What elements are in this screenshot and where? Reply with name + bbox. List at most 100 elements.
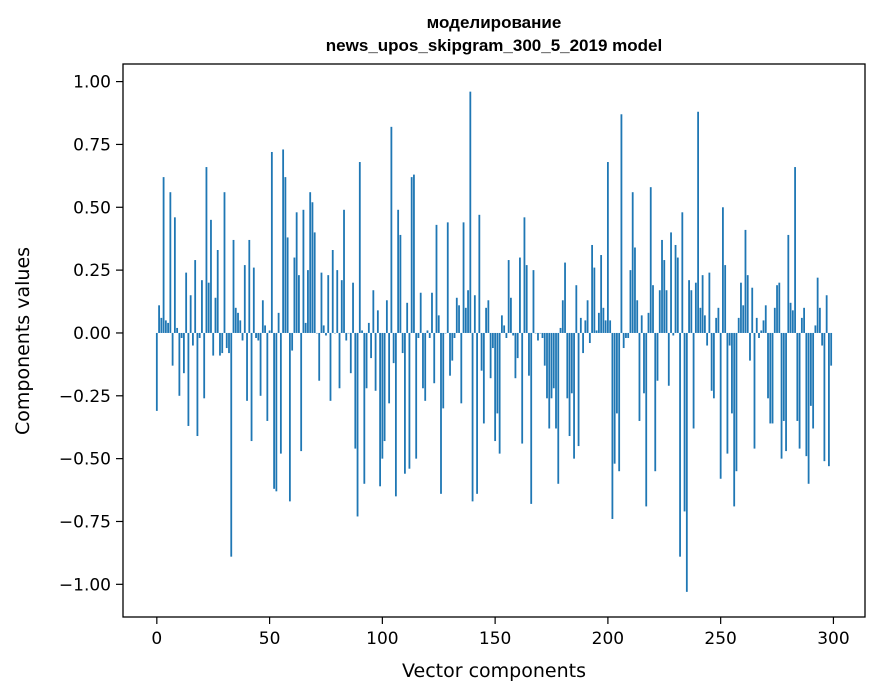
bar <box>318 332 321 381</box>
bar <box>361 330 363 333</box>
bars-group <box>155 91 833 592</box>
bar <box>331 250 334 333</box>
bar <box>440 332 442 494</box>
bar <box>322 325 325 333</box>
bar <box>460 332 463 404</box>
bar <box>385 300 388 333</box>
bar <box>422 332 424 389</box>
bar <box>525 265 528 333</box>
bar <box>755 317 758 333</box>
bar <box>196 332 199 437</box>
bar <box>611 332 614 519</box>
bar <box>354 332 357 449</box>
bar <box>277 312 280 333</box>
bar <box>500 315 503 333</box>
bar <box>613 332 616 464</box>
bar <box>625 332 627 338</box>
bar <box>769 332 772 424</box>
bar <box>762 320 765 333</box>
x-tick-label: 50 <box>259 629 281 649</box>
bar <box>740 282 742 333</box>
bar <box>726 332 729 454</box>
bar <box>376 310 379 333</box>
y-tick-label: 0.75 <box>73 135 111 155</box>
bar <box>586 300 589 333</box>
bar <box>455 297 458 333</box>
bar <box>394 332 397 497</box>
bar <box>676 257 679 333</box>
bar <box>697 111 699 333</box>
bar <box>451 332 454 361</box>
bar <box>782 332 785 421</box>
bar <box>379 332 381 487</box>
bar <box>629 270 632 333</box>
bar <box>255 332 257 338</box>
bar <box>185 272 188 333</box>
bar <box>437 315 440 333</box>
bar <box>807 332 810 484</box>
bar <box>413 174 415 333</box>
bar <box>212 332 215 356</box>
bar <box>561 300 564 333</box>
bar <box>519 257 521 333</box>
bar <box>173 217 176 333</box>
bar <box>340 280 343 333</box>
bar <box>419 292 422 333</box>
bar <box>370 332 372 359</box>
bar <box>699 307 702 333</box>
bar <box>415 332 418 459</box>
bar <box>647 312 650 333</box>
bar <box>749 332 751 361</box>
bar <box>573 332 575 459</box>
bar <box>487 300 490 333</box>
bar <box>712 332 715 399</box>
bar <box>268 330 271 333</box>
bar <box>649 187 652 333</box>
bar <box>216 250 219 333</box>
bar <box>205 167 208 333</box>
bar <box>246 332 248 401</box>
bar <box>343 209 345 333</box>
bar <box>667 332 670 386</box>
bar <box>566 332 569 399</box>
y-axis-ticks: −1.00 −0.75 −0.50 −0.25 0.00 0.25 0.50 0.75 1.00 <box>59 73 123 595</box>
bar <box>313 232 316 333</box>
y-axis-label: Components values <box>12 247 34 435</box>
x-tick-label: 100 <box>366 629 398 649</box>
bar <box>381 332 384 459</box>
bar <box>652 285 654 333</box>
bar <box>516 332 519 359</box>
bar <box>798 332 801 449</box>
bar <box>295 212 298 333</box>
bar <box>776 285 778 333</box>
bar <box>550 332 553 399</box>
bar <box>791 310 794 333</box>
bar <box>785 332 787 452</box>
bar <box>198 332 201 338</box>
bar <box>349 332 352 374</box>
x-tick-label: 250 <box>704 629 736 649</box>
y-tick-label: −0.75 <box>59 512 111 532</box>
bar <box>694 282 697 333</box>
bar <box>352 282 354 333</box>
bar <box>482 332 485 424</box>
bar <box>207 282 210 333</box>
bar <box>498 332 501 454</box>
bar <box>358 162 361 333</box>
bar <box>631 192 634 333</box>
bar <box>383 332 386 442</box>
bar <box>715 317 718 333</box>
bar <box>683 332 686 512</box>
bar <box>397 209 400 333</box>
bar <box>505 332 508 338</box>
bar <box>293 257 296 333</box>
bar <box>672 332 675 336</box>
bar <box>257 332 260 341</box>
bar <box>670 232 672 333</box>
bar <box>773 307 776 333</box>
bar <box>392 332 395 364</box>
bar <box>724 265 727 333</box>
bar <box>514 332 517 379</box>
bar <box>171 332 174 366</box>
bar <box>336 270 339 333</box>
